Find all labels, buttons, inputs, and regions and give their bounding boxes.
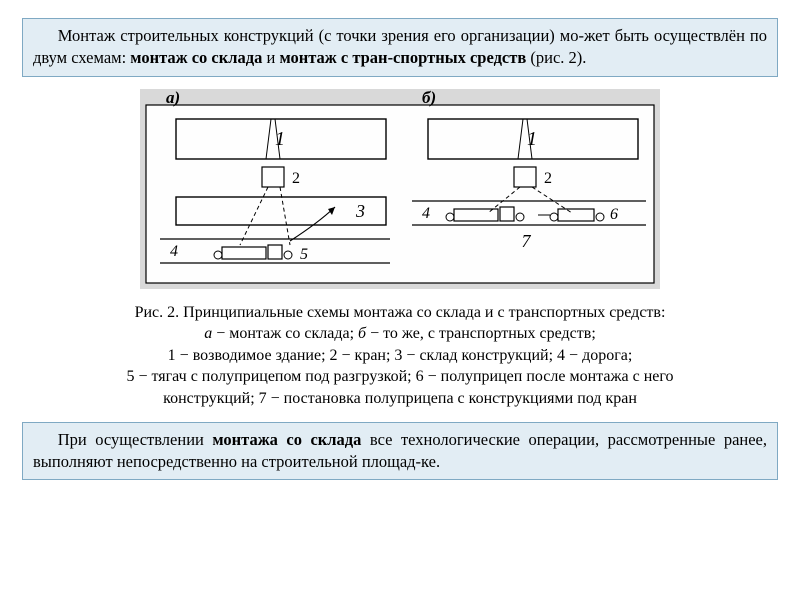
fig-label-2b: 2 bbox=[544, 170, 552, 187]
caption-line2: а − монтаж со склада; б − то же, с транс… bbox=[26, 323, 774, 345]
fig-label-5: 5 bbox=[300, 246, 308, 263]
fig-label-4a: 4 bbox=[170, 243, 178, 260]
figure-diagram: 1 2 3 4 5 а) 1 2 bbox=[140, 89, 660, 289]
figure-caption: Рис. 2. Принципиальные схемы монтажа со … bbox=[26, 302, 774, 410]
cap-b: б bbox=[358, 325, 366, 342]
caption-line5: конструкций; 7 − постановка полуприцепа … bbox=[26, 388, 774, 410]
figure-wrap: 1 2 3 4 5 а) 1 2 bbox=[22, 89, 778, 294]
caption-line1: Рис. 2. Принципиальные схемы монтажа со … bbox=[26, 302, 774, 324]
cap-mid: − монтаж со склада; bbox=[212, 325, 358, 342]
outro-text: При осуществлении монтажа со склада все … bbox=[33, 429, 767, 474]
fig-label-6: 6 bbox=[610, 206, 618, 223]
outro-box: При осуществлении монтажа со склада все … bbox=[22, 422, 778, 481]
intro-box: Монтаж строительных конструкций (с точки… bbox=[22, 18, 778, 77]
fig-panel-a: а) bbox=[166, 89, 180, 107]
fig-label-4b: 4 bbox=[422, 205, 430, 222]
fig-label-7: 7 bbox=[522, 231, 532, 251]
intro-text: Монтаж строительных конструкций (с точки… bbox=[33, 25, 767, 70]
caption-line3: 1 − возводимое здание; 2 − кран; 3 − скл… bbox=[26, 345, 774, 367]
fig-label-3: 3 bbox=[355, 201, 365, 221]
fig-label-2a: 2 bbox=[292, 170, 300, 187]
fig-panel-b: б) bbox=[422, 89, 436, 107]
cap-post: − то же, с транспортных средств; bbox=[366, 325, 596, 342]
caption-line4: 5 − тягач с полуприцепом под разгрузкой;… bbox=[26, 366, 774, 388]
